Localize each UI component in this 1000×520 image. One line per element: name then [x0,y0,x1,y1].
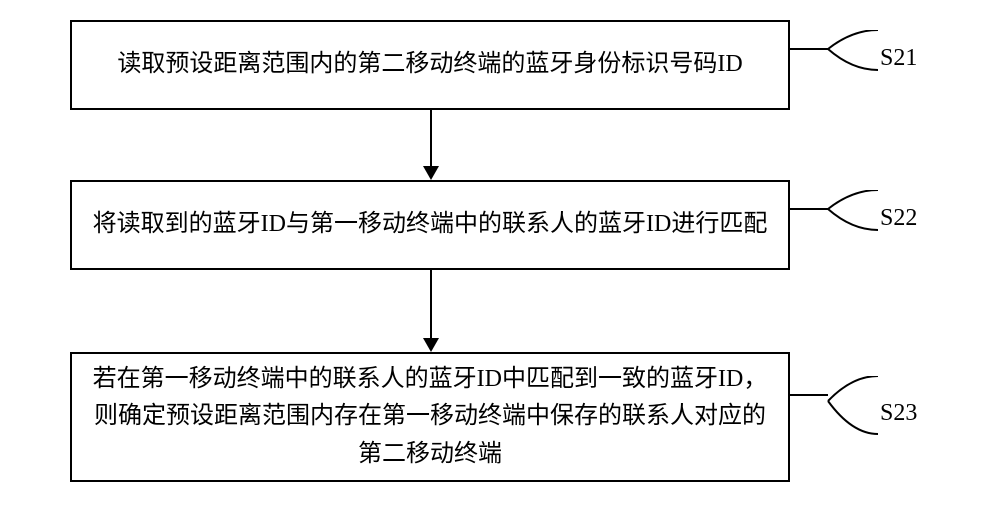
arrow-2-head [423,338,439,352]
label-connector-s22 [790,208,828,210]
flowchart-canvas: 读取预设距离范围内的第二移动终端的蓝牙身份标识号码ID S21 将读取到的蓝牙I… [0,0,1000,520]
flow-node-s21: 读取预设距离范围内的第二移动终端的蓝牙身份标识号码ID [70,20,790,110]
flow-node-s22-text: 将读取到的蓝牙ID与第一移动终端中的联系人的蓝牙ID进行匹配 [93,206,768,243]
step-label-s23: S23 [880,400,917,427]
label-curve-s22 [826,190,880,242]
flow-node-s23: 若在第一移动终端中的联系人的蓝牙ID中匹配到一致的蓝牙ID，则确定预设距离范围内… [70,352,790,482]
step-label-s21: S21 [880,45,917,72]
arrow-1-line [430,110,432,166]
flow-node-s22: 将读取到的蓝牙ID与第一移动终端中的联系人的蓝牙ID进行匹配 [70,180,790,270]
flow-node-s23-text: 若在第一移动终端中的联系人的蓝牙ID中匹配到一致的蓝牙ID，则确定预设距离范围内… [86,361,774,473]
label-curve-s21 [826,30,880,82]
label-curve-s23 [826,376,880,444]
label-connector-s23 [790,394,828,396]
flow-node-s21-text: 读取预设距离范围内的第二移动终端的蓝牙身份标识号码ID [117,46,742,83]
arrow-1-head [423,166,439,180]
arrow-2-line [430,270,432,338]
label-connector-s21 [790,48,828,50]
step-label-s22: S22 [880,205,917,232]
